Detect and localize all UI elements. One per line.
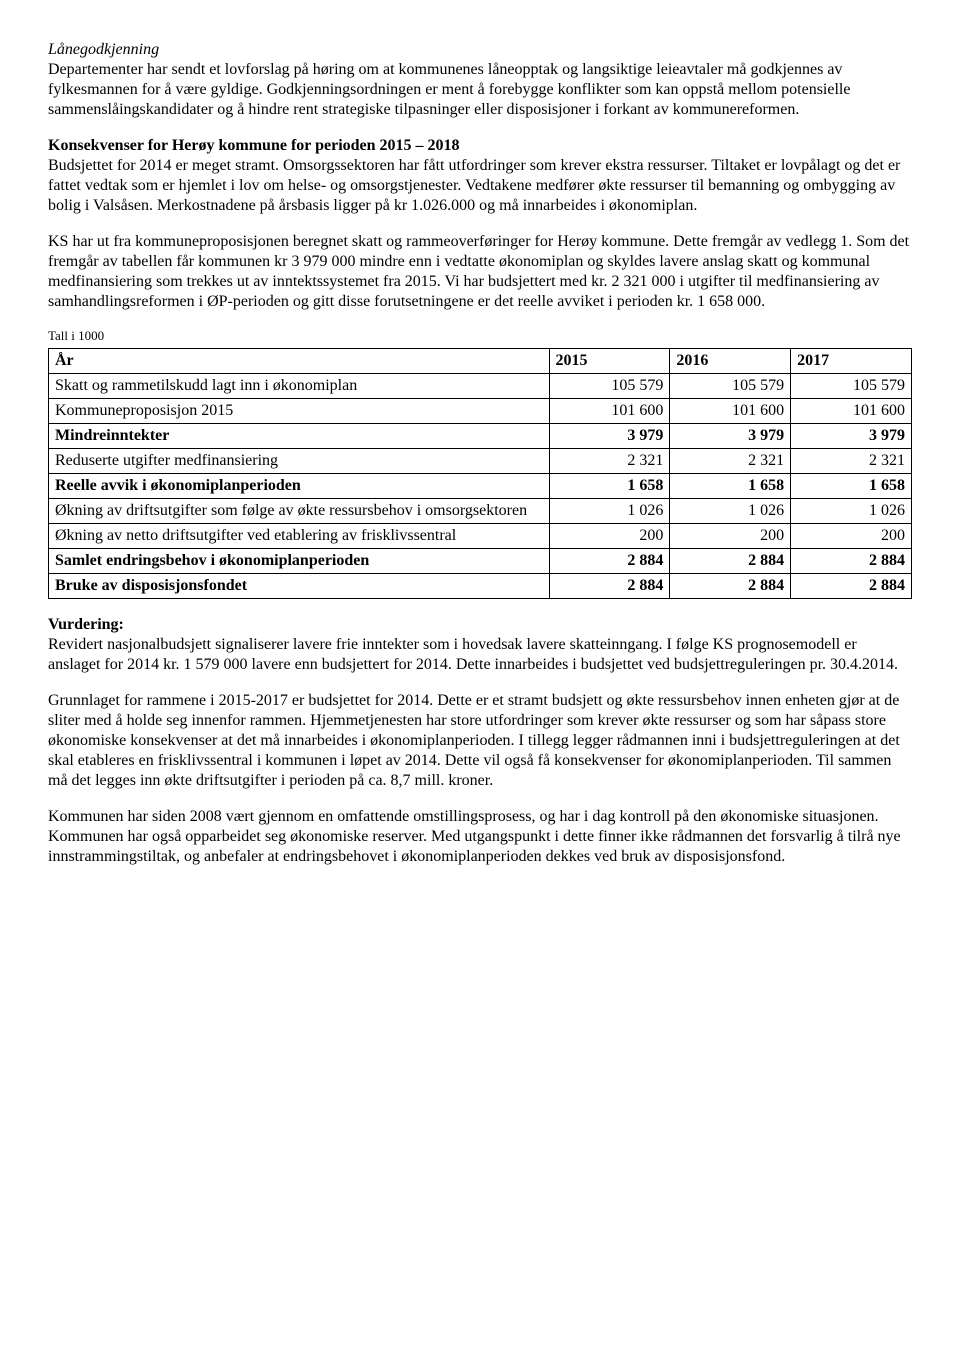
heading-konsekvenser: Konsekvenser for Herøy kommune for perio… [48, 137, 460, 154]
paragraph-3: KS har ut fra kommuneproposisjonen bereg… [48, 232, 912, 312]
table-cell-value: 2 321 [791, 449, 912, 474]
table-cell-label: Kommuneproposisjon 2015 [49, 399, 550, 424]
table-cell-value: 2 884 [791, 549, 912, 574]
table-cell-label: Samlet endringsbehov i økonomiplanperiod… [49, 549, 550, 574]
table-cell-value: 200 [791, 524, 912, 549]
table-row: Reelle avvik i økonomiplanperioden1 6581… [49, 474, 912, 499]
table-row: Økning av driftsutgifter som følge av øk… [49, 499, 912, 524]
heading-vurdering: Vurdering: [48, 615, 912, 635]
table-header-2017: 2017 [791, 349, 912, 374]
table-cell-value: 101 600 [670, 399, 791, 424]
table-cell-label: Reduserte utgifter medfinansiering [49, 449, 550, 474]
table-cell-value: 3 979 [791, 424, 912, 449]
table-row: Skatt og rammetilskudd lagt inn i økonom… [49, 374, 912, 399]
table-cell-label: Økning av driftsutgifter som følge av øk… [49, 499, 550, 524]
table-cell-value: 105 579 [549, 374, 670, 399]
table-cell-value: 1 026 [791, 499, 912, 524]
table-cell-value: 2 884 [791, 574, 912, 599]
table-cell-value: 1 026 [670, 499, 791, 524]
table-cell-value: 1 658 [791, 474, 912, 499]
table-cell-value: 105 579 [791, 374, 912, 399]
table-cell-value: 3 979 [670, 424, 791, 449]
table-cell-value: 2 884 [549, 574, 670, 599]
paragraph-1: Departementer har sendt et lovforslag på… [48, 60, 912, 120]
table-cell-value: 1 658 [549, 474, 670, 499]
table-cell-label: Bruke av disposisjonsfondet [49, 574, 550, 599]
table-cell-label: Skatt og rammetilskudd lagt inn i økonom… [49, 374, 550, 399]
table-header-2016: 2016 [670, 349, 791, 374]
table-cell-value: 101 600 [549, 399, 670, 424]
paragraph-2: Budsjettet for 2014 er meget stramt. Oms… [48, 156, 912, 216]
table-row: Økning av netto driftsutgifter ved etabl… [49, 524, 912, 549]
table-row: Mindreinntekter3 9793 9793 979 [49, 424, 912, 449]
paragraph-4: Revidert nasjonalbudsjett signaliserer l… [48, 635, 912, 675]
paragraph-5: Grunnlaget for rammene i 2015-2017 er bu… [48, 691, 912, 791]
okonomi-table: År 2015 2016 2017 Skatt og rammetilskudd… [48, 348, 912, 599]
table-cell-value: 2 321 [549, 449, 670, 474]
table-cell-value: 1 026 [549, 499, 670, 524]
table-cell-value: 101 600 [791, 399, 912, 424]
table-row: Bruke av disposisjonsfondet2 8842 8842 8… [49, 574, 912, 599]
table-cell-value: 2 884 [670, 574, 791, 599]
paragraph-6: Kommunen har siden 2008 vært gjennom en … [48, 807, 912, 867]
table-cell-value: 105 579 [670, 374, 791, 399]
table-cell-value: 2 884 [670, 549, 791, 574]
table-header-ar: År [49, 349, 550, 374]
table-header-row: År 2015 2016 2017 [49, 349, 912, 374]
table-cell-value: 2 321 [670, 449, 791, 474]
table-cell-label: Mindreinntekter [49, 424, 550, 449]
table-cell-label: Økning av netto driftsutgifter ved etabl… [49, 524, 550, 549]
table-row: Kommuneproposisjon 2015101 600101 600101… [49, 399, 912, 424]
table-cell-label: Reelle avvik i økonomiplanperioden [49, 474, 550, 499]
table-row: Reduserte utgifter medfinansiering2 3212… [49, 449, 912, 474]
table-header-2015: 2015 [549, 349, 670, 374]
table-cell-value: 200 [670, 524, 791, 549]
table-cell-value: 3 979 [549, 424, 670, 449]
table-cell-value: 1 658 [670, 474, 791, 499]
table-cell-value: 200 [549, 524, 670, 549]
heading-lanegodkjenning: Lånegodkjenning [48, 40, 912, 60]
table-cell-value: 2 884 [549, 549, 670, 574]
table-unit-note: Tall i 1000 [48, 328, 912, 344]
table-row: Samlet endringsbehov i økonomiplanperiod… [49, 549, 912, 574]
